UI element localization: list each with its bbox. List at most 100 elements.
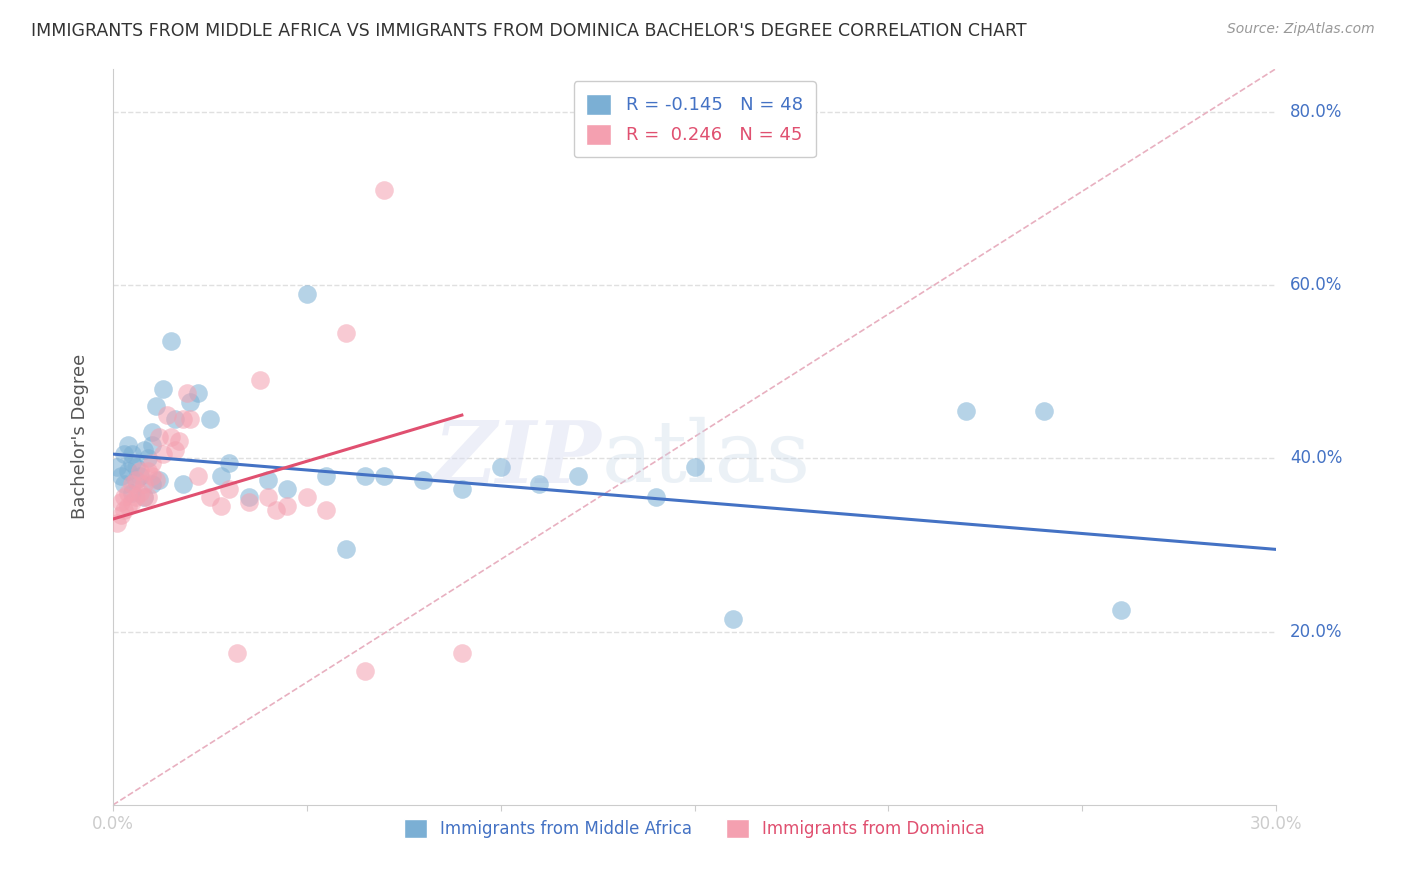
Point	[160, 430, 183, 444]
Point	[105, 460, 128, 475]
Point	[187, 386, 209, 401]
Point	[373, 468, 395, 483]
Point	[226, 646, 249, 660]
Point	[114, 447, 136, 461]
Point	[644, 491, 666, 505]
Point	[125, 473, 148, 487]
Point	[198, 491, 221, 505]
Point	[354, 664, 377, 678]
Point	[373, 183, 395, 197]
Text: 20.0%: 20.0%	[1291, 623, 1343, 640]
Point	[125, 491, 148, 505]
Point	[148, 430, 170, 444]
Point	[117, 465, 139, 479]
Point	[121, 447, 143, 461]
Point	[315, 503, 337, 517]
Point	[114, 477, 136, 491]
Point	[125, 473, 148, 487]
Point	[163, 442, 186, 457]
Point	[152, 382, 174, 396]
Point	[129, 468, 152, 483]
Point	[145, 473, 167, 487]
Point	[110, 494, 132, 508]
Point	[295, 491, 318, 505]
Point	[114, 503, 136, 517]
Point	[218, 482, 240, 496]
Point	[1109, 603, 1132, 617]
Point	[179, 412, 201, 426]
Point	[145, 400, 167, 414]
Point	[172, 412, 194, 426]
Legend: Immigrants from Middle Africa, Immigrants from Dominica: Immigrants from Middle Africa, Immigrant…	[396, 812, 991, 845]
Point	[187, 468, 209, 483]
Point	[121, 494, 143, 508]
Text: Source: ZipAtlas.com: Source: ZipAtlas.com	[1227, 22, 1375, 37]
Point	[141, 456, 163, 470]
Point	[121, 486, 143, 500]
Point	[249, 374, 271, 388]
Point	[257, 473, 280, 487]
Point	[163, 412, 186, 426]
Text: 60.0%: 60.0%	[1291, 277, 1343, 294]
Point	[152, 447, 174, 461]
Point	[1032, 404, 1054, 418]
Point	[110, 508, 132, 522]
Point	[160, 334, 183, 349]
Point	[136, 465, 159, 479]
Point	[156, 408, 179, 422]
Point	[114, 491, 136, 505]
Point	[264, 503, 287, 517]
Point	[132, 477, 155, 491]
Text: atlas: atlas	[602, 417, 811, 500]
Point	[141, 425, 163, 440]
Point	[450, 482, 472, 496]
Point	[117, 486, 139, 500]
Point	[141, 468, 163, 483]
Point	[110, 468, 132, 483]
Point	[209, 499, 232, 513]
Point	[148, 473, 170, 487]
Point	[167, 434, 190, 449]
Point	[209, 468, 232, 483]
Point	[238, 491, 260, 505]
Point	[529, 477, 551, 491]
Point	[136, 491, 159, 505]
Point	[105, 516, 128, 531]
Point	[141, 477, 163, 491]
Point	[132, 442, 155, 457]
Point	[176, 386, 198, 401]
Y-axis label: Bachelor's Degree: Bachelor's Degree	[72, 354, 89, 519]
Text: ZIP: ZIP	[433, 417, 602, 500]
Point	[238, 494, 260, 508]
Point	[450, 646, 472, 660]
Point	[723, 612, 745, 626]
Point	[136, 451, 159, 466]
Point	[315, 468, 337, 483]
Point	[567, 468, 589, 483]
Point	[412, 473, 434, 487]
Point	[955, 404, 977, 418]
Point	[335, 542, 357, 557]
Point	[132, 491, 155, 505]
Point	[276, 499, 298, 513]
Point	[683, 460, 706, 475]
Point	[121, 456, 143, 470]
Point	[125, 460, 148, 475]
Point	[257, 491, 280, 505]
Point	[179, 395, 201, 409]
Point	[121, 477, 143, 491]
Point	[354, 468, 377, 483]
Point	[276, 482, 298, 496]
Point	[129, 465, 152, 479]
Text: IMMIGRANTS FROM MIDDLE AFRICA VS IMMIGRANTS FROM DOMINICA BACHELOR'S DEGREE CORR: IMMIGRANTS FROM MIDDLE AFRICA VS IMMIGRA…	[31, 22, 1026, 40]
Point	[489, 460, 512, 475]
Point	[172, 477, 194, 491]
Point	[129, 486, 152, 500]
Point	[117, 438, 139, 452]
Point	[218, 456, 240, 470]
Text: 40.0%: 40.0%	[1291, 450, 1343, 467]
Point	[117, 499, 139, 513]
Point	[132, 491, 155, 505]
Point	[335, 326, 357, 340]
Point	[295, 286, 318, 301]
